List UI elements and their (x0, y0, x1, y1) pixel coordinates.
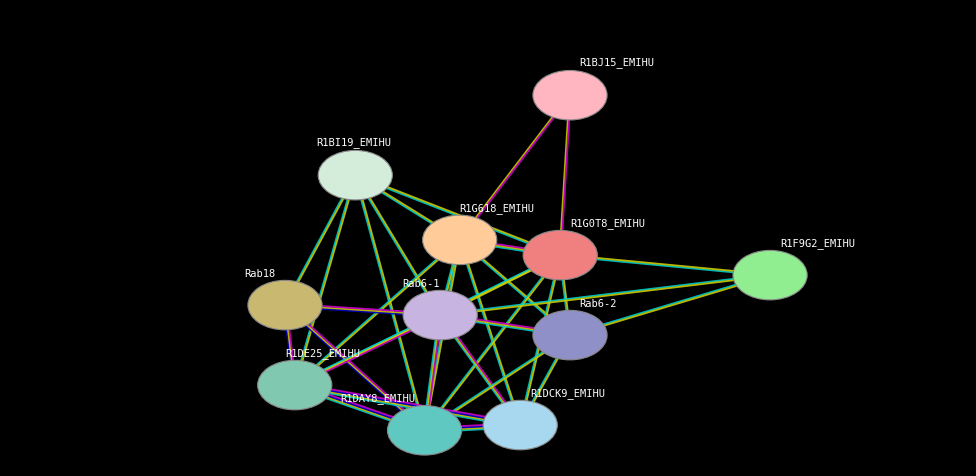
Ellipse shape (523, 230, 597, 280)
Text: R1G618_EMIHU: R1G618_EMIHU (460, 203, 535, 214)
Ellipse shape (733, 250, 807, 300)
Text: Rab6-2: Rab6-2 (580, 299, 617, 309)
Text: R1DAY8_EMIHU: R1DAY8_EMIHU (340, 393, 415, 404)
Text: R1DE25_EMIHU: R1DE25_EMIHU (285, 348, 360, 359)
Ellipse shape (248, 280, 322, 330)
Ellipse shape (483, 400, 557, 450)
Text: R1G0T8_EMIHU: R1G0T8_EMIHU (570, 218, 645, 229)
Ellipse shape (403, 290, 477, 340)
Ellipse shape (258, 360, 332, 410)
Text: R1F9G2_EMIHU: R1F9G2_EMIHU (780, 238, 855, 249)
Ellipse shape (423, 215, 497, 265)
Text: R1BJ15_EMIHU: R1BJ15_EMIHU (580, 57, 655, 68)
Ellipse shape (533, 70, 607, 120)
Ellipse shape (533, 310, 607, 360)
Ellipse shape (387, 406, 462, 455)
Text: Rab6-1: Rab6-1 (403, 279, 440, 289)
Ellipse shape (318, 150, 392, 200)
Text: R1DCK9_EMIHU: R1DCK9_EMIHU (530, 388, 605, 399)
Text: Rab18: Rab18 (244, 269, 275, 279)
Text: R1BI19_EMIHU: R1BI19_EMIHU (316, 137, 391, 148)
